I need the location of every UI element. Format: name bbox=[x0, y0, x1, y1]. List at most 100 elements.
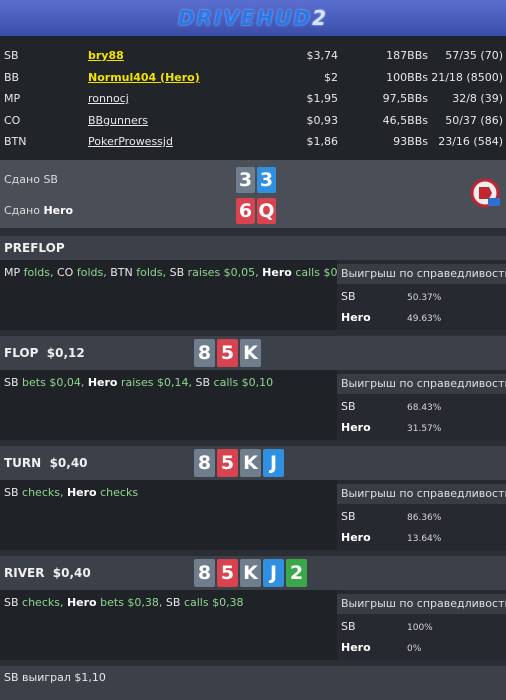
player-stats: 50/37 (86) bbox=[445, 113, 503, 127]
action: folds, bbox=[76, 266, 107, 279]
dealt-player: SB bbox=[43, 173, 58, 186]
actions: SB bets $0,04, Hero raises $0,14, SB cal… bbox=[4, 376, 273, 390]
player-bbs: 93BBs bbox=[393, 135, 428, 148]
player-name: BBgunners bbox=[88, 113, 149, 127]
actor: Hero bbox=[87, 376, 118, 389]
dealt-player: Hero bbox=[43, 204, 74, 217]
actions-bg bbox=[0, 260, 337, 330]
action: folds, bbox=[23, 266, 54, 279]
action: folds, bbox=[136, 266, 167, 279]
card: 8 bbox=[194, 449, 215, 477]
actions: SB checks, Hero bets $0,38, SB calls $0,… bbox=[4, 596, 244, 610]
card: 3 bbox=[236, 167, 255, 193]
action: raises $0,14, bbox=[120, 376, 193, 389]
player-stack: $0,93 bbox=[306, 113, 339, 127]
street-pot: $0,40 bbox=[52, 566, 91, 580]
icon-shape bbox=[479, 187, 492, 199]
dealt-label: Сдано SB bbox=[4, 173, 58, 187]
action: raises $0,05, bbox=[187, 266, 259, 279]
card: 8 bbox=[194, 339, 215, 367]
actor: Hero bbox=[262, 266, 292, 279]
action: calls $0,38 bbox=[183, 596, 244, 609]
card: 5 bbox=[217, 449, 238, 477]
equity-header-bg bbox=[337, 374, 506, 394]
actor: CO bbox=[57, 266, 74, 279]
equity-header: Выигрыш по справедливости bbox=[341, 487, 506, 500]
equity-player: SB bbox=[341, 290, 356, 303]
player-stats: 57/35 (70) bbox=[445, 49, 503, 62]
card: K bbox=[240, 449, 261, 477]
equity-player: SB bbox=[341, 400, 356, 413]
action: checks, bbox=[22, 596, 64, 609]
player-stack: $1,86 bbox=[306, 135, 339, 148]
street-pot: $0,40 bbox=[49, 456, 88, 470]
equity-value: 0% bbox=[407, 644, 422, 654]
card: J bbox=[263, 449, 284, 477]
equity-value: 68.43% bbox=[407, 403, 442, 413]
player-stats: 21/18 (8500) bbox=[431, 70, 503, 84]
player-bbs: 187BBs bbox=[386, 49, 428, 62]
players-table-bg bbox=[0, 36, 506, 160]
actions-bg bbox=[0, 370, 337, 440]
street-header bbox=[0, 236, 506, 260]
actor: SB bbox=[169, 266, 185, 279]
card: 2 bbox=[286, 559, 307, 587]
player-bbs: 97,5BBs bbox=[382, 92, 428, 105]
app-icon bbox=[470, 178, 500, 208]
equity-value: 49.63% bbox=[407, 314, 442, 324]
card: J bbox=[263, 559, 284, 587]
dealt-text: Сдано bbox=[4, 173, 40, 186]
actor: Hero bbox=[66, 596, 97, 609]
actions-bg bbox=[0, 480, 337, 550]
card: 3 bbox=[257, 167, 276, 193]
card: 5 bbox=[217, 339, 238, 367]
card: 5 bbox=[217, 559, 238, 587]
actor: SB bbox=[4, 376, 19, 389]
equity-header: Выигрыш по справедливости bbox=[341, 377, 506, 390]
street-title: RIVER $0,40 bbox=[4, 565, 91, 581]
player-bbs: 100BBs bbox=[386, 70, 428, 84]
player-stack: $1,95 bbox=[306, 92, 339, 105]
actor: MP bbox=[4, 266, 21, 279]
equity-player: SB bbox=[341, 620, 356, 633]
actor: SB bbox=[4, 596, 19, 609]
action: calls $0,10 bbox=[213, 376, 274, 389]
logo-suffix: 2 bbox=[312, 6, 329, 30]
card: K bbox=[240, 339, 261, 367]
player-stack: $3,74 bbox=[306, 49, 339, 62]
player-name: Normul404 (Hero) bbox=[88, 70, 200, 84]
equity-value: 31.57% bbox=[407, 424, 442, 434]
logo: DRIVEHUD2 bbox=[0, 6, 506, 30]
equity-value: 100% bbox=[407, 623, 433, 633]
street-title: FLOP $0,12 bbox=[4, 345, 85, 361]
equity-header: Выигрыш по справедливости bbox=[341, 597, 506, 610]
equity-value: 13.64% bbox=[407, 534, 442, 544]
actions: SB checks, Hero checks bbox=[4, 486, 138, 500]
player-position: MP bbox=[4, 92, 21, 105]
player-position: CO bbox=[4, 113, 21, 127]
equity-value: 50.37% bbox=[407, 293, 442, 303]
equity-header: Выигрыш по справедливости bbox=[341, 267, 506, 280]
result-bg bbox=[0, 666, 506, 700]
card: Q bbox=[257, 198, 276, 224]
player-stats: 23/16 (584) bbox=[438, 135, 503, 148]
icon-badge bbox=[488, 198, 500, 206]
street-title: PREFLOP bbox=[4, 240, 65, 256]
player-position: BB bbox=[4, 70, 20, 84]
action: bets $0,04, bbox=[22, 376, 85, 389]
logo-text: DRIVEHUD bbox=[177, 6, 313, 30]
street-name: RIVER bbox=[4, 566, 45, 580]
card: 6 bbox=[236, 198, 255, 224]
actions: MP folds, CO folds, BTN folds, SB raises… bbox=[4, 266, 355, 280]
street-name: TURN bbox=[4, 456, 42, 470]
equity-player: Hero bbox=[341, 641, 371, 654]
player-stats: 32/8 (39) bbox=[452, 92, 503, 105]
actor: SB bbox=[195, 376, 211, 389]
equity-player: Hero bbox=[341, 421, 371, 434]
equity-player: Hero bbox=[341, 531, 371, 544]
equity-header-bg bbox=[337, 594, 506, 614]
card: 8 bbox=[194, 559, 215, 587]
player-stack: $2 bbox=[324, 70, 338, 84]
player-name: PokerProwessjd bbox=[88, 135, 173, 148]
